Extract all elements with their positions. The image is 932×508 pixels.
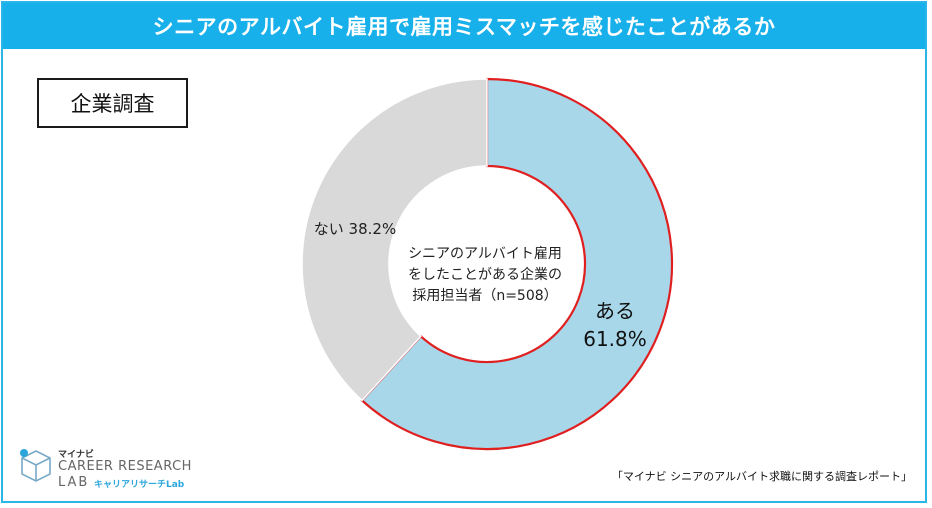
slice-value-yes: 61.8% <box>583 327 647 351</box>
center-label-line-1: シニアのアルバイト雇用 <box>408 246 562 262</box>
slice-label-yes: ある <box>595 299 635 323</box>
slice-label-no: ない 38.2% <box>314 220 396 238</box>
chart-title: シニアのアルバイト雇用で雇用ミスマッチを感じたことがあるか <box>3 3 925 49</box>
center-label-line-2: をしたことがある企業の <box>408 267 562 283</box>
logo-career-research-text: CAREER RESEARCH <box>58 459 192 474</box>
center-label-line-3: 採用担当者（n=508） <box>412 288 558 304</box>
donut-slice-no <box>301 78 488 402</box>
survey-type-label: 企業調査 <box>37 78 188 128</box>
logo-lab-text: LAB <box>58 475 90 490</box>
donut-slice-yes <box>360 77 674 451</box>
career-research-lab-logo: マイナビ CAREER RESEARCH LAB キャリアリサーチLab <box>18 445 218 495</box>
center-label: シニアのアルバイト雇用 をしたことがある企業の 採用担当者（n=508） <box>400 244 570 307</box>
logo-mynavi-text: マイナビ <box>58 450 94 460</box>
logo-sub-text: キャリアリサーチLab <box>94 480 185 490</box>
cube-logo-icon <box>20 449 51 482</box>
source-note: 「マイナビ シニアのアルバイト求職に関する調査レポート」 <box>611 470 912 483</box>
